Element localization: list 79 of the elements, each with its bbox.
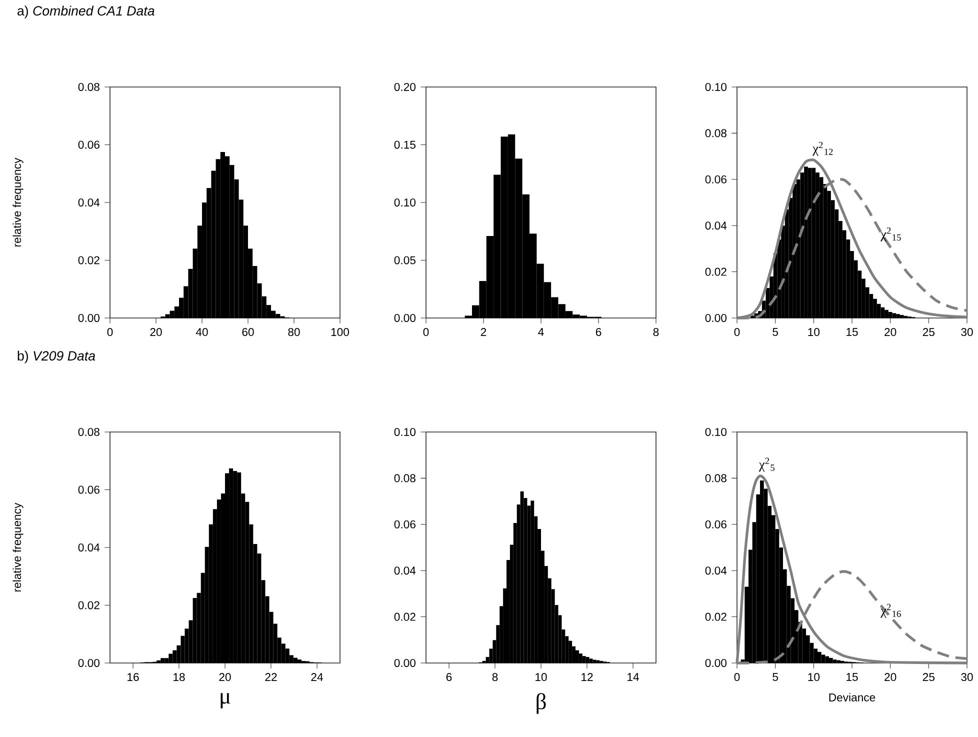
x-tick-label: 20	[884, 673, 896, 682]
x-tick-label: 0	[734, 328, 740, 336]
y-tick-label: 0.08	[705, 129, 726, 138]
y-tick-label: 0.02	[78, 601, 100, 610]
annotation: χ$^{2}$5	[758, 458, 774, 472]
y-tick-label: 0.02	[705, 612, 726, 621]
x-tick-label: 6	[446, 673, 452, 682]
y-tick-label: 0.04	[394, 566, 416, 575]
x-tick-label: 0	[423, 328, 429, 336]
x-tick-label: 10	[536, 673, 547, 682]
y-axis-title: relative frequency	[12, 158, 24, 246]
x-tick-label: 15	[846, 673, 858, 681]
x-axis-title: μ	[220, 693, 230, 708]
x-tick-label: 22	[265, 673, 277, 681]
x-tick-label: 12	[582, 673, 593, 681]
x-tick-label: 8	[492, 673, 498, 682]
annotation: χ$^{2}$16	[880, 604, 901, 618]
y-tick-label: 0.04	[78, 543, 100, 552]
y-tick-label: 0.06	[394, 520, 416, 528]
x-tick-label: 0	[734, 673, 740, 682]
y-tick-label: 0.06	[78, 140, 100, 149]
y-tick-label: 0.00	[705, 658, 727, 667]
x-tick-label: 20	[219, 673, 231, 682]
y-tick-label: 0.00	[394, 314, 416, 322]
y-tick-label: 0.05	[394, 256, 416, 264]
x-tick-label: 8	[653, 328, 659, 336]
x-tick-label: 18	[174, 673, 185, 682]
x-tick-label: 14	[628, 673, 639, 681]
x-tick-label: 40	[196, 328, 208, 336]
x-tick-label: 20	[884, 328, 896, 336]
y-tick-label: 0.10	[705, 428, 727, 436]
y-tick-label: 0.06	[705, 520, 726, 528]
y-tick-label: 0.04	[705, 222, 727, 230]
y-tick-label: 0.02	[394, 612, 416, 621]
y-tick-label: 0.00	[78, 658, 100, 667]
y-tick-label: 0.08	[394, 474, 416, 482]
y-tick-label: 0.10	[394, 198, 416, 206]
x-tick-label: 25	[922, 328, 935, 336]
y-tick-label: 0.00	[78, 314, 100, 322]
y-tick-label: 0.04	[705, 566, 727, 575]
x-tick-label: 10	[808, 328, 820, 336]
x-tick-label: 0	[107, 328, 113, 336]
y-tick-label: 0.00	[705, 314, 727, 322]
y-tick-label: 0.02	[705, 268, 726, 276]
x-tick-label: 5	[772, 673, 778, 681]
x-tick-label: 20	[150, 328, 162, 336]
y-tick-label: 0.06	[705, 175, 726, 184]
y-tick-label: 0.10	[705, 82, 727, 91]
y-tick-label: 0.08	[78, 82, 100, 91]
chart-title: a) Combined CA1 Data	[18, 6, 154, 18]
x-tick-label: 2	[480, 328, 486, 336]
x-tick-label: 80	[288, 328, 300, 336]
x-tick-label: 24	[311, 673, 323, 681]
y-tick-label: 0.08	[78, 428, 100, 436]
y-tick-label: 0.08	[705, 474, 726, 482]
y-tick-label: 0.20	[394, 82, 416, 91]
y-tick-label: 0.10	[394, 428, 416, 436]
x-tick-label: 100	[331, 328, 350, 336]
x-tick-label: 5	[772, 328, 778, 336]
y-tick-label: 0.15	[394, 140, 416, 149]
x-tick-label: 30	[961, 673, 973, 682]
x-tick-label: 16	[128, 673, 139, 682]
chart-title: b) V209 Data	[18, 350, 96, 364]
y-tick-label: 0.06	[78, 486, 100, 494]
x-tick-label: 25	[922, 673, 935, 682]
x-tick-label: 30	[961, 328, 973, 336]
x-axis-title: β	[536, 693, 546, 714]
y-tick-label: 0.04	[78, 198, 100, 206]
x-tick-label: 6	[596, 328, 602, 336]
x-tick-label: 15	[846, 328, 858, 336]
x-tick-label: 60	[242, 328, 254, 336]
annotation: χ$^{2}$12	[812, 142, 833, 156]
y-axis-title: relative frequency	[12, 502, 24, 592]
x-axis-title: Deviance	[829, 693, 876, 702]
x-tick-label: 4	[538, 328, 544, 336]
x-tick-label: 10	[808, 673, 820, 682]
y-tick-label: 0.00	[394, 658, 416, 667]
annotation: χ$^{2}$15	[880, 228, 901, 242]
y-tick-label: 0.02	[78, 256, 100, 264]
